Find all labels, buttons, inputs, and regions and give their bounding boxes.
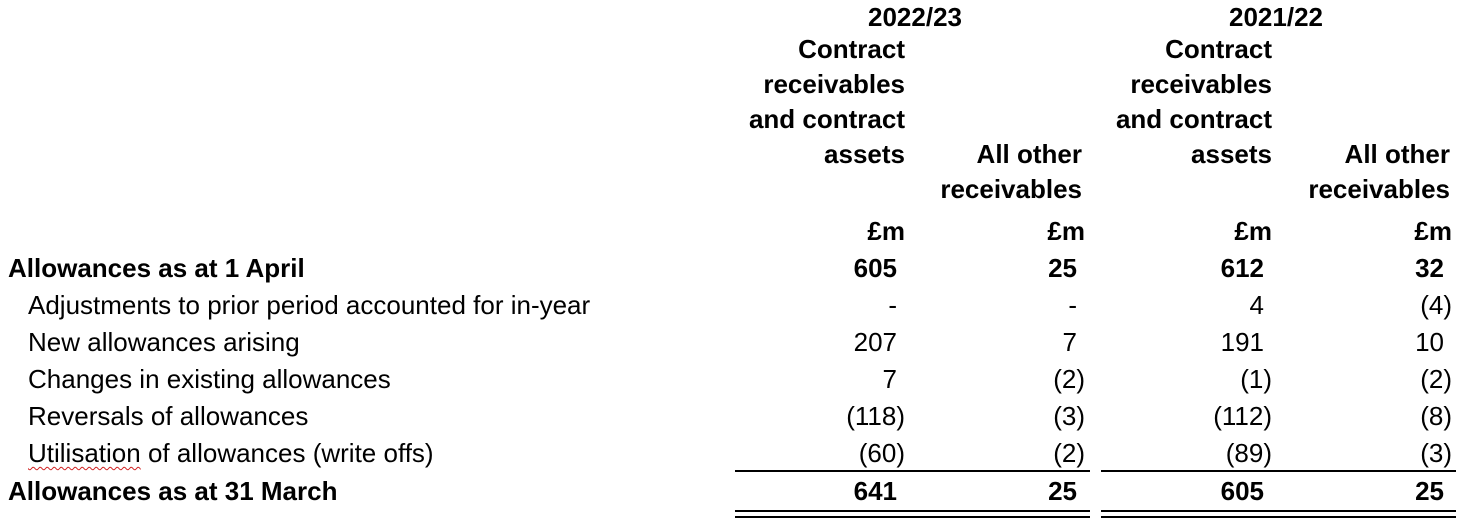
spellcheck-word: Utilisation [28, 438, 141, 468]
table-cell: 32 [1415, 253, 1444, 283]
table-cell: 25 [1048, 253, 1077, 283]
table-cell: 207 [853, 327, 897, 357]
row-label-rest: of allowances (write offs) [140, 438, 434, 468]
table-cell: 641 [853, 476, 897, 506]
total-double-rule [1101, 510, 1456, 518]
table-cell: 605 [1220, 476, 1264, 506]
row-label-new-allowances: New allowances arising [28, 327, 300, 357]
row-label-adjustments: Adjustments to prior period accounted fo… [28, 290, 591, 320]
subtotal-rule [735, 470, 1090, 472]
year-heading-2021-22: 2021/22 [1229, 2, 1323, 32]
table-cell: 10 [1415, 327, 1444, 357]
row-label-opening: Allowances as at 1 April [8, 253, 305, 283]
table-cell: 7 [882, 364, 897, 394]
total-double-rule [735, 510, 1090, 518]
row-label-utilisation: Utilisation of allowances (write offs) [28, 438, 434, 469]
row-label-changes: Changes in existing allowances [28, 364, 391, 394]
table-cell: (60) [858, 438, 905, 468]
unit-label: £m [867, 216, 905, 246]
unit-label: £m [1414, 216, 1452, 246]
table-cell: (1) [1240, 364, 1272, 394]
table-cell: 4 [1249, 290, 1264, 320]
table-cell: 605 [853, 253, 897, 283]
table-cell: 25 [1415, 476, 1444, 506]
year-heading-2022-23: 2022/23 [868, 2, 962, 32]
table-cell: - [888, 290, 897, 320]
table-cell: 25 [1048, 476, 1077, 506]
unit-label: £m [1234, 216, 1272, 246]
table-cell: (2) [1053, 364, 1085, 394]
table-cell: (89) [1225, 438, 1272, 468]
column-header-other-2022: All other receivables [940, 139, 1082, 204]
subtotal-rule [1101, 470, 1456, 472]
column-header-other-2021: All other receivables [1308, 139, 1450, 204]
table-cell: 612 [1220, 253, 1264, 283]
row-label-closing: Allowances as at 31 March [8, 476, 338, 506]
table-cell: (118) [846, 401, 905, 431]
table-cell: 7 [1062, 327, 1077, 357]
column-header-contract-2022: Contract receivables and contract assets [748, 34, 905, 169]
table-cell: (3) [1420, 438, 1452, 468]
table-cell: (2) [1053, 438, 1085, 468]
unit-label: £m [1047, 216, 1085, 246]
table-cell: (112) [1213, 401, 1272, 431]
column-header-contract-2021: Contract receivables and contract assets [1115, 34, 1272, 169]
table-cell: (3) [1053, 401, 1085, 431]
table-cell: - [1068, 290, 1077, 320]
table-cell: (2) [1420, 364, 1452, 394]
table-cell: (8) [1420, 401, 1452, 431]
table-cell: (4) [1420, 290, 1452, 320]
table-cell: 191 [1220, 327, 1264, 357]
row-label-reversals: Reversals of allowances [28, 401, 309, 431]
